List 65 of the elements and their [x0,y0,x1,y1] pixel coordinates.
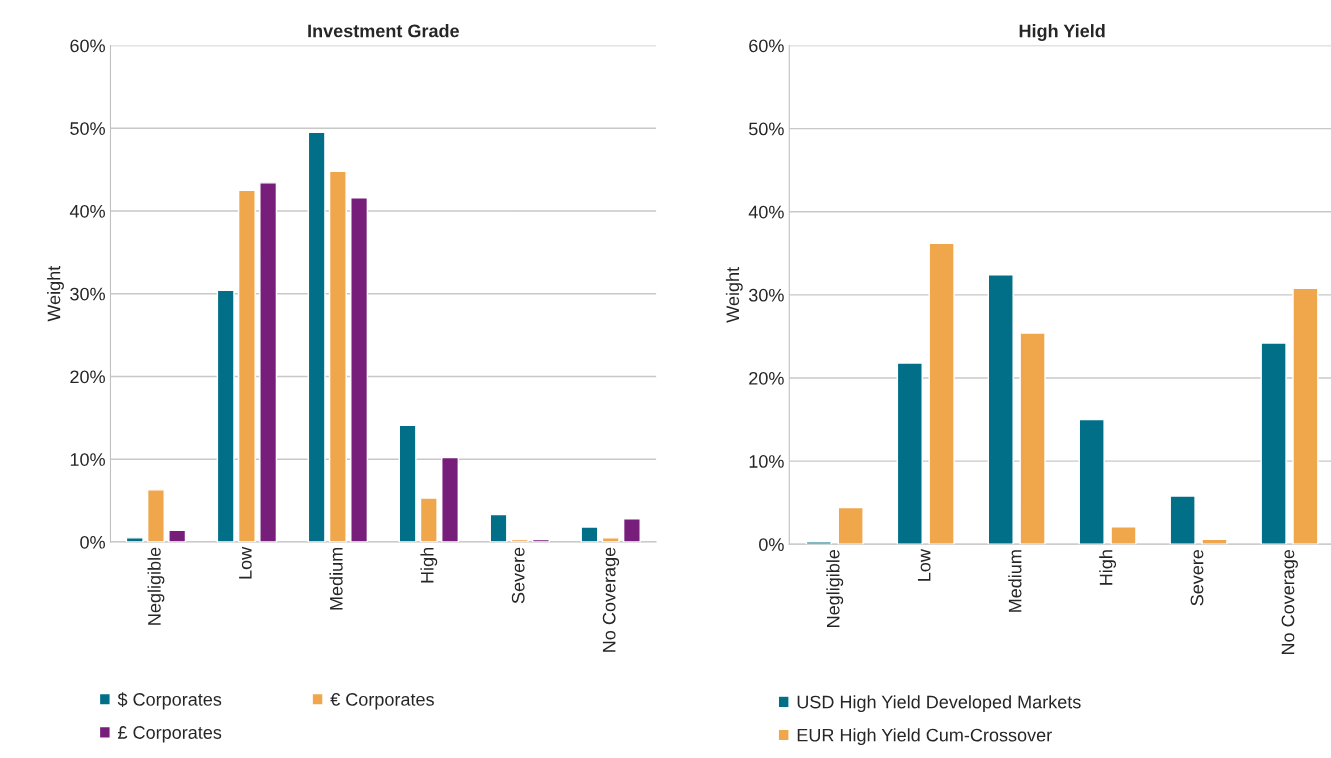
x-tick-label: Negligible [147,547,165,625]
y-tick-label: 30% [748,288,784,302]
x-tick-label: Negligible [826,549,844,627]
bar [601,537,620,542]
x-tick-label: Medium [329,548,343,610]
bar [259,182,278,542]
bar [580,526,599,542]
bar [328,170,347,542]
bar [622,518,641,542]
bar [805,541,832,545]
bar [1292,287,1319,545]
bar [837,506,864,545]
legend-label: USD High Yield Developed Markets [797,695,1081,712]
y-axis-title: Weight [725,267,743,323]
bar [307,131,326,542]
y-tick-label: 20% [70,370,105,384]
y-tick-label: 50% [749,122,784,136]
bar [1260,342,1287,545]
bar [350,197,369,542]
legend-label: € Corporates [330,693,434,710]
x-tick-label: Low [917,549,931,581]
y-tick-label: 10% [749,455,784,468]
y-tick-label: 60% [749,39,784,53]
bar [1078,418,1105,545]
legend-label: EUR High Yield Cum-Crossover [797,728,1052,746]
bar [398,424,417,542]
bar [125,537,144,542]
bar [419,497,438,542]
y-tick-label: 40% [748,205,784,219]
x-tick-label: No Coverage [602,547,620,652]
legend-label: £ Corporates [118,726,222,743]
x-tick-label: Severe [1190,549,1204,606]
bar [168,529,187,542]
x-tick-label: Low [239,546,252,579]
x-tick-label: High [1099,550,1117,585]
bar [1019,332,1046,545]
bar [928,242,955,545]
bar [489,513,508,542]
bar [237,189,256,542]
bar [216,289,235,542]
legend-label: $ Corporates [117,692,222,710]
y-axis-title: Weight [47,265,64,322]
bar [1201,538,1228,545]
x-tick-label: No Coverage [1281,549,1298,654]
bar [532,538,550,542]
bar [896,362,923,545]
chart-title: Investment Grade [308,24,459,38]
x-tick-label: Medium [1008,550,1022,612]
x-tick-label: High [420,548,438,583]
bar [510,538,529,542]
y-tick-label: 50% [70,122,105,135]
x-tick-label: Severe [511,547,525,604]
y-tick-label: 40% [69,204,105,218]
y-tick-label: 20% [749,371,784,385]
bar [987,274,1014,545]
y-tick-label: 0% [80,535,105,549]
bar [441,456,459,542]
y-tick-label: 0% [759,538,784,551]
y-tick-label: 30% [70,287,105,301]
bar [146,489,165,542]
bar [1169,495,1196,545]
bar [1110,526,1137,545]
chart-title: High Yield [1019,24,1105,41]
y-tick-label: 60% [70,39,105,53]
y-tick-label: 10% [70,453,105,466]
